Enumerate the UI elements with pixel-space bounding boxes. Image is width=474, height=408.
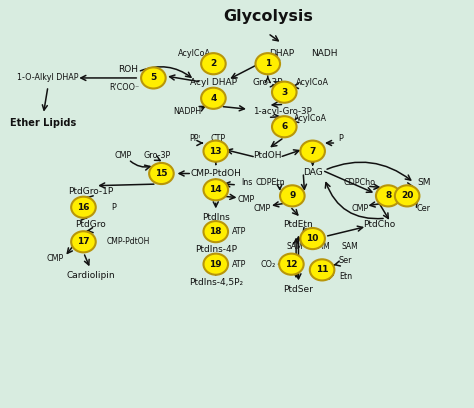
Text: CO₂: CO₂ <box>260 259 275 269</box>
Text: ATP: ATP <box>232 227 246 236</box>
Text: SAM: SAM <box>341 242 358 251</box>
Text: SM: SM <box>417 178 430 187</box>
Text: CTP: CTP <box>210 135 226 144</box>
Text: 16: 16 <box>77 203 90 212</box>
Text: Pᴵ: Pᴵ <box>338 135 344 144</box>
Text: Acyl DHAP: Acyl DHAP <box>190 78 237 86</box>
Circle shape <box>71 231 96 253</box>
Text: PtdGro-1P: PtdGro-1P <box>68 187 113 196</box>
Circle shape <box>201 53 226 74</box>
Text: DHAP: DHAP <box>269 49 294 58</box>
Text: 8: 8 <box>385 191 392 200</box>
Text: Pᴵ: Pᴵ <box>111 203 117 212</box>
Text: Gro-3P: Gro-3P <box>253 78 283 86</box>
Text: 1-acyl-Gro-3P: 1-acyl-Gro-3P <box>253 107 311 116</box>
Text: CDPEtn: CDPEtn <box>255 178 285 187</box>
Text: 9: 9 <box>289 191 295 200</box>
Text: 20: 20 <box>401 191 413 200</box>
Text: Gro-3P: Gro-3P <box>143 151 170 160</box>
Text: Cardiolipin: Cardiolipin <box>66 271 115 279</box>
Circle shape <box>310 259 334 280</box>
Text: NADH: NADH <box>311 49 337 58</box>
Text: 14: 14 <box>210 185 222 194</box>
Circle shape <box>301 228 325 249</box>
Text: AcylCoA: AcylCoA <box>294 114 327 123</box>
Text: PtdOH: PtdOH <box>254 151 282 160</box>
Circle shape <box>71 197 96 218</box>
Text: PPᴵ: PPᴵ <box>189 135 200 144</box>
Text: PtdEtn: PtdEtn <box>283 220 313 229</box>
Text: 18: 18 <box>210 227 222 236</box>
Text: 12: 12 <box>285 259 298 269</box>
Text: 11: 11 <box>316 265 328 274</box>
Text: SAM: SAM <box>314 242 330 251</box>
Text: 3: 3 <box>281 88 287 97</box>
Text: Ser: Ser <box>339 256 353 266</box>
Text: PtdCho: PtdCho <box>363 220 395 229</box>
Text: R'COO⁻: R'COO⁻ <box>109 83 140 92</box>
Text: PtdIns: PtdIns <box>202 213 229 222</box>
Text: CMP: CMP <box>351 204 368 213</box>
Text: CMP: CMP <box>115 151 132 160</box>
Circle shape <box>201 88 226 109</box>
Circle shape <box>279 254 304 275</box>
Text: 19: 19 <box>210 259 222 269</box>
Circle shape <box>272 116 297 137</box>
Text: AcylCoA: AcylCoA <box>178 49 211 58</box>
Text: 10: 10 <box>307 234 319 243</box>
Text: PtdIns-4,5P₂: PtdIns-4,5P₂ <box>189 277 243 286</box>
Text: 5: 5 <box>150 73 156 82</box>
Circle shape <box>203 221 228 242</box>
Text: Cer: Cer <box>417 204 431 213</box>
Text: 13: 13 <box>210 146 222 155</box>
Text: 2: 2 <box>210 59 217 68</box>
Text: PtdSer: PtdSer <box>283 285 313 294</box>
Text: CDPCho: CDPCho <box>344 178 376 187</box>
Text: 17: 17 <box>77 237 90 246</box>
Text: ATP: ATP <box>232 259 246 269</box>
Circle shape <box>280 185 305 206</box>
Text: ROH: ROH <box>118 65 138 74</box>
Text: CMP: CMP <box>238 195 255 204</box>
Text: CMP: CMP <box>46 255 64 264</box>
Circle shape <box>395 185 419 206</box>
Text: 1-O-Alkyl DHAP: 1-O-Alkyl DHAP <box>17 73 79 82</box>
Text: 7: 7 <box>310 146 316 155</box>
Text: PtdGro: PtdGro <box>75 220 106 229</box>
Text: DAG: DAG <box>303 168 322 177</box>
Circle shape <box>272 82 297 103</box>
Text: Etn: Etn <box>339 272 352 281</box>
Text: Ether Lipids: Ether Lipids <box>10 118 76 128</box>
Circle shape <box>203 179 228 200</box>
Circle shape <box>203 254 228 275</box>
Text: PtdIns-4P: PtdIns-4P <box>195 245 237 254</box>
Circle shape <box>203 141 228 162</box>
Circle shape <box>301 141 325 162</box>
Text: Glycolysis: Glycolysis <box>223 9 313 24</box>
Circle shape <box>149 163 173 184</box>
Text: CMP-PdtOH: CMP-PdtOH <box>107 237 150 246</box>
Text: 4: 4 <box>210 94 217 103</box>
Circle shape <box>255 53 280 74</box>
Circle shape <box>141 67 166 89</box>
Circle shape <box>376 185 401 206</box>
Text: AcylCoA: AcylCoA <box>296 78 329 86</box>
Text: CMP-PtdOH: CMP-PtdOH <box>191 169 241 178</box>
Text: SAM: SAM <box>286 242 303 251</box>
Text: Ins: Ins <box>241 178 252 187</box>
Text: 1: 1 <box>264 59 271 68</box>
Text: CMP: CMP <box>254 204 271 213</box>
Text: NADPH: NADPH <box>173 107 201 116</box>
Text: 15: 15 <box>155 169 168 178</box>
Text: 6: 6 <box>281 122 287 131</box>
